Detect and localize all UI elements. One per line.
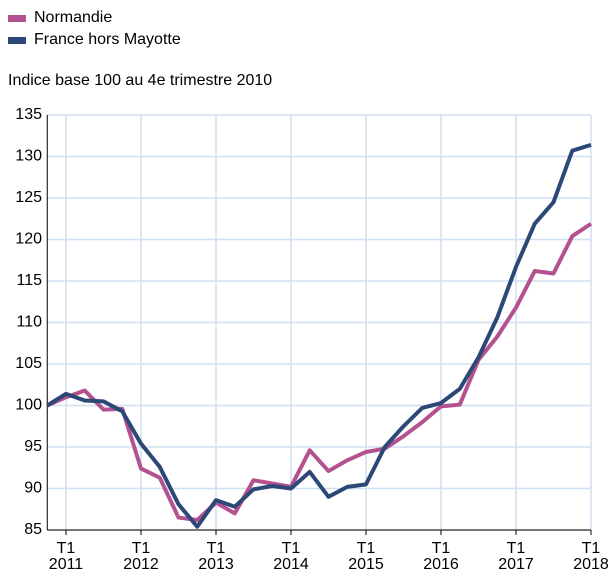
y-tick-label: 135 (15, 106, 42, 123)
y-tick-label: 125 (15, 189, 42, 206)
x-tick-label: T1 2017 (498, 540, 534, 573)
x-tick-label: T1 2011 (48, 540, 84, 573)
series-line (46, 222, 593, 523)
legend-swatch (8, 15, 26, 22)
y-tick-label: 120 (15, 231, 42, 248)
series-line (46, 142, 592, 529)
x-tick-label: T1 2015 (348, 540, 384, 573)
y-tick-label: 100 (15, 397, 42, 414)
y-tick-label: 95 (24, 438, 42, 455)
y-tick-label: 90 (24, 480, 42, 497)
y-tick-label: 105 (15, 355, 42, 372)
x-tick-label: T1 2016 (423, 540, 459, 573)
x-tick-label: T1 2012 (123, 540, 159, 573)
x-tick-label: T1 2013 (198, 540, 234, 573)
legend-label: Normandie (34, 9, 112, 26)
x-tick-label: T1 2014 (273, 540, 309, 573)
chart-subtitle: Indice base 100 au 4e trimestre 2010 (8, 72, 272, 89)
y-tick-label: 130 (15, 148, 42, 165)
x-tick-label: T1 2018 (573, 540, 609, 573)
legend-swatch (8, 37, 26, 44)
y-tick-label: 85 (24, 521, 42, 538)
legend-label: France hors Mayotte (34, 31, 181, 48)
y-tick-label: 110 (16, 314, 42, 331)
y-tick-label: 115 (16, 272, 42, 289)
